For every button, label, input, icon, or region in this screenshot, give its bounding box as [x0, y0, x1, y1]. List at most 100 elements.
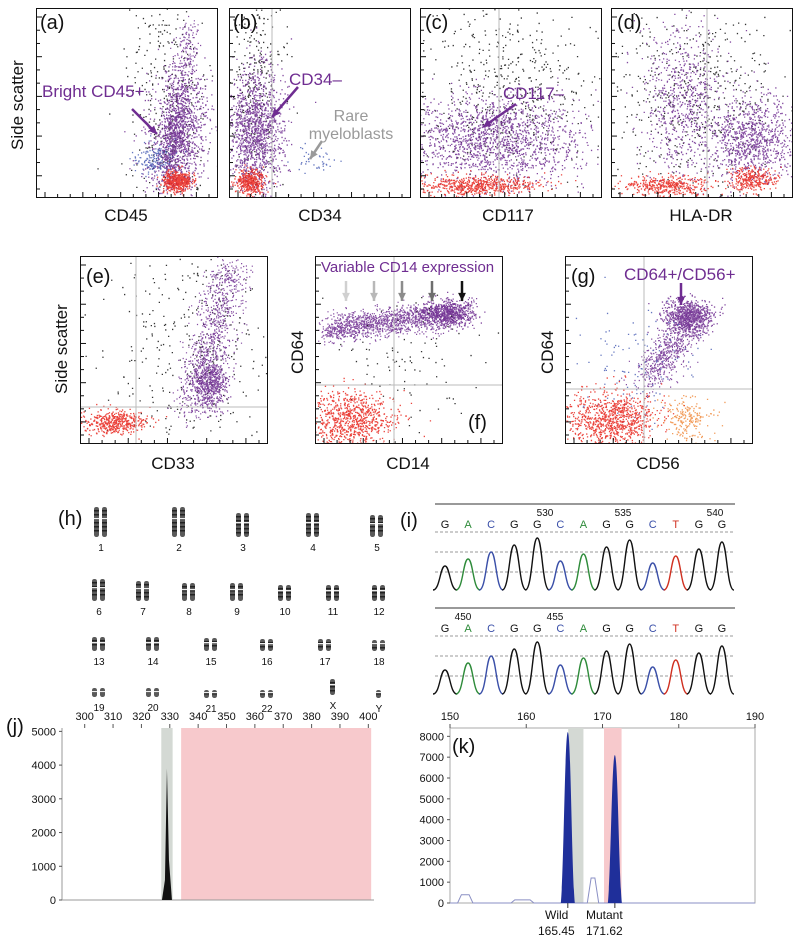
chromosome-label: 13 [93, 657, 105, 668]
scatter-g-orange-points [652, 395, 726, 443]
ylabel-f: CD64 [288, 330, 307, 374]
chromosome-label: 2 [176, 543, 182, 554]
centromere [204, 692, 209, 694]
panel-label-i: (i) [400, 510, 418, 532]
chromatid [318, 639, 323, 651]
chromosome-band [380, 588, 385, 590]
chromosome-band [306, 524, 311, 526]
plot-area-k [449, 727, 756, 904]
chromosome-band [154, 644, 159, 646]
arrow-cd117-neg [482, 102, 517, 129]
x-tick-label-k: 160 [517, 711, 535, 723]
base-letter-A: A [580, 623, 588, 635]
chromosome-label: 12 [373, 607, 385, 618]
chromosome-band [334, 592, 339, 594]
base-peak-G [501, 648, 527, 695]
centromere [136, 588, 141, 590]
scatter-b-myeloblasts [287, 142, 342, 174]
panel-label-e: (e) [86, 266, 111, 288]
x-tick-label-j: 310 [104, 711, 122, 723]
chromosome-pair-1: 1 [90, 506, 112, 554]
base-peak-T [663, 555, 689, 591]
chromosome-band [370, 530, 375, 532]
scatter-g-lymphocytes [566, 375, 685, 443]
panel-label-c: (c) [425, 12, 449, 34]
chromosome-band [326, 642, 331, 644]
chromosome-band [144, 584, 149, 586]
centromere [286, 590, 291, 592]
y-tick-label-j: 3000 [32, 794, 56, 806]
base-letter-C: C [487, 623, 495, 635]
chromatid [268, 639, 273, 651]
position-label: 455 [547, 612, 564, 623]
y-tick-label-k: 6000 [420, 773, 444, 785]
base-peak-G [686, 548, 712, 591]
y-tick-label-k: 4000 [420, 815, 444, 827]
chromosome-label: 1 [98, 543, 104, 554]
annotation-cd34-neg: CD34– [289, 70, 342, 89]
peak-j [161, 768, 172, 900]
centromere [92, 691, 97, 693]
base-letter-G: G [718, 623, 727, 635]
panel-label-g: (g) [571, 266, 596, 288]
pink-band-j [181, 728, 372, 900]
chromosome-band [378, 526, 383, 528]
chromosome-band [318, 646, 323, 648]
scatter-c [421, 9, 601, 197]
y-tick-label-j: 4000 [32, 760, 56, 772]
chromosome-pair-8: 8 [178, 582, 200, 618]
base-peak-G [616, 643, 643, 695]
chromatid [372, 640, 377, 651]
chromosome-band [100, 590, 105, 592]
base-letter-A: A [580, 519, 588, 531]
y-tick-label-k: 2000 [420, 856, 444, 868]
panel-label-k: (k) [452, 736, 476, 758]
chromosome-band [372, 647, 377, 649]
chromosome-band [244, 520, 249, 522]
chromatid [380, 640, 385, 651]
centromere [172, 518, 177, 520]
centromere [314, 522, 319, 524]
chromosome-band [154, 640, 159, 642]
scatter-e-lymphocytes [81, 403, 168, 440]
chromosome-band [260, 642, 265, 644]
arrow-cd14-5 [458, 281, 466, 301]
base-letter-G: G [441, 623, 450, 635]
chromosome-band [136, 592, 141, 594]
flow-panel-e [80, 256, 268, 444]
chromosome-label: 11 [327, 607, 339, 618]
flow-panel-f [315, 256, 503, 444]
base-peak-C [548, 560, 573, 591]
scatter-b-main-population [230, 27, 317, 197]
chromosome-band [136, 584, 141, 586]
chromosome-band [94, 510, 99, 512]
centromere [100, 587, 105, 589]
chromosome-pair-Y: Y [368, 686, 390, 715]
chromosome-band [236, 520, 241, 522]
centromere [154, 642, 159, 644]
scatter-a [37, 9, 217, 197]
chromatid [212, 638, 217, 651]
x-tick-label-k: 150 [441, 711, 459, 723]
arrow-cd14-1 [342, 281, 350, 301]
chromosome-band [244, 524, 249, 526]
chromosome-band [230, 594, 235, 596]
chromosome-band [190, 590, 195, 592]
chromosome-band [278, 592, 283, 594]
base-peak-C [478, 551, 504, 591]
base-letter-G: G [625, 623, 634, 635]
flow-panel-d [611, 8, 793, 198]
centromere [278, 590, 283, 592]
chromosome-pair-18: 18 [368, 639, 390, 668]
x-tick-label-j: 360 [246, 711, 264, 723]
position-label: 540 [707, 508, 724, 519]
xlabel-g: CD56 [636, 454, 680, 473]
centromere [236, 522, 241, 524]
position-label: 530 [537, 508, 554, 519]
chromosome-band [100, 582, 105, 584]
chromosome-band [334, 588, 339, 590]
chromosome-band [180, 526, 185, 528]
chromosome-band [238, 586, 243, 588]
base-letter-G: G [510, 519, 519, 531]
